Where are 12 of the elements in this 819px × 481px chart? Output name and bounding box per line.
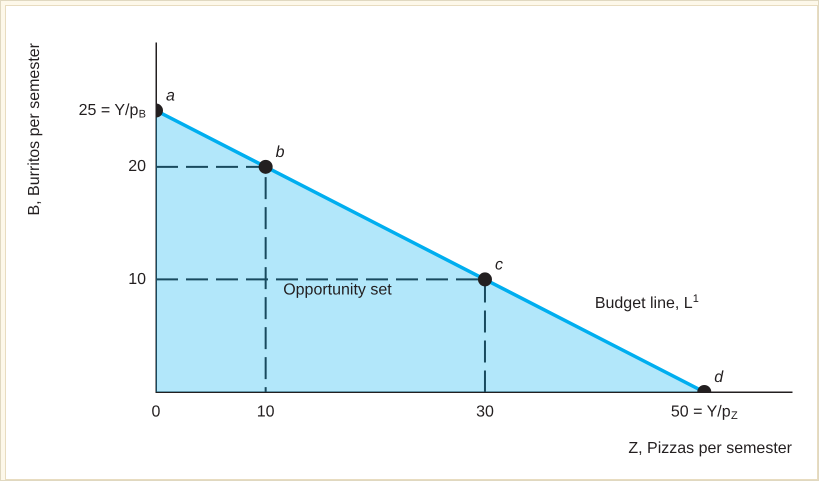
annotation: a	[166, 88, 175, 105]
annotation: d	[714, 369, 724, 386]
x-tick-label: 0	[152, 403, 161, 420]
annotation: b	[276, 144, 285, 161]
y-tick-label: 20	[128, 158, 146, 176]
y-axis-title: B, Burritos per semester	[26, 42, 44, 216]
annotation: c	[494, 256, 503, 274]
x-tick-label: 30	[476, 403, 494, 420]
annotation: Opportunity set	[283, 281, 392, 298]
x-axis-title: Z, Pizzas per semester	[628, 440, 793, 457]
x-tick-label: 10	[256, 403, 275, 420]
y-tick-label: 10	[128, 270, 146, 288]
